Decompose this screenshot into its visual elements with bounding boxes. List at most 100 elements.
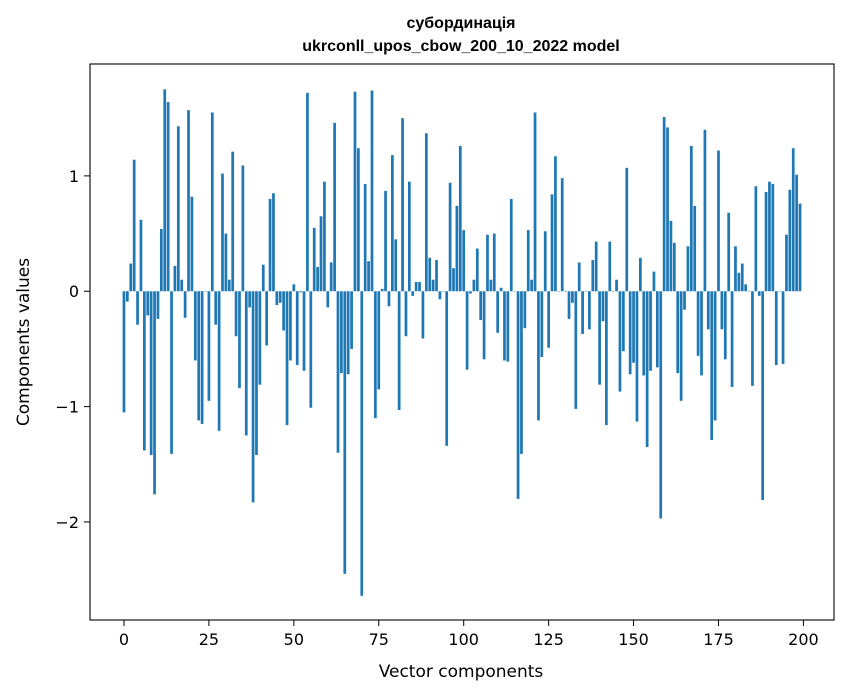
bar-145	[615, 279, 618, 292]
bar-99	[458, 145, 462, 292]
bar-187	[757, 291, 761, 296]
bar-117	[520, 291, 523, 454]
chart-title-line-1: субординація	[407, 15, 516, 32]
bar-89	[424, 133, 428, 292]
bar-163	[676, 291, 680, 374]
bar-181	[737, 272, 741, 292]
bar-150	[632, 291, 635, 363]
bar-165	[683, 291, 686, 310]
bar-134	[577, 262, 581, 292]
bar-93	[438, 291, 442, 300]
bar-series	[122, 89, 802, 596]
bar-108	[489, 279, 493, 292]
bar-159	[662, 117, 666, 292]
bar-151	[635, 291, 639, 422]
bar-55	[309, 291, 313, 408]
x-tick-label: 0	[119, 630, 129, 649]
bar-168	[693, 205, 697, 292]
bar-100	[462, 230, 466, 292]
bar-146	[618, 291, 622, 392]
bar-16	[176, 126, 180, 292]
bar-61	[329, 262, 333, 292]
bar-49	[289, 291, 292, 361]
bar-78	[387, 291, 391, 307]
bar-120	[530, 279, 533, 292]
bar-113	[506, 291, 510, 362]
bar-10	[156, 291, 160, 319]
bar-71	[363, 183, 367, 292]
bar-170	[700, 291, 703, 376]
x-tick-label: 200	[788, 630, 819, 649]
bar-188	[761, 291, 765, 501]
bar-166	[686, 246, 690, 292]
bar-52	[299, 291, 302, 293]
bar-13	[166, 102, 170, 292]
bar-60	[326, 291, 330, 308]
bar-44	[272, 193, 275, 292]
bar-6	[143, 291, 146, 451]
bar-48	[285, 291, 289, 426]
bar-20	[190, 196, 194, 292]
bar-142	[605, 291, 608, 426]
bar-112	[503, 291, 506, 361]
bar-85	[411, 291, 415, 296]
bar-114	[509, 198, 513, 292]
bar-192	[774, 291, 778, 366]
bar-53	[302, 291, 306, 371]
x-tick-label: 75	[369, 630, 389, 649]
bar-176	[720, 291, 724, 330]
bar-9	[153, 291, 156, 495]
bar-26	[210, 112, 214, 292]
bar-50	[292, 284, 296, 292]
bar-109	[492, 233, 496, 292]
bar-135	[581, 291, 584, 334]
bar-7	[146, 291, 150, 316]
bar-27	[214, 291, 218, 325]
bar-25	[207, 291, 211, 401]
bar-46	[278, 291, 282, 303]
bar-11	[159, 228, 163, 292]
bar-59	[323, 181, 326, 292]
bar-69	[357, 148, 360, 292]
bar-81	[397, 291, 401, 411]
bar-173	[710, 291, 714, 441]
bar-140	[598, 291, 601, 385]
x-tick-label: 100	[448, 630, 479, 649]
bar-182	[740, 263, 744, 292]
bar-47	[282, 291, 285, 331]
bar-56	[312, 227, 316, 292]
bar-197	[791, 148, 795, 292]
x-tick-label: 125	[533, 630, 564, 649]
bar-70	[360, 291, 364, 596]
bar-82	[401, 118, 404, 292]
bar-97	[452, 268, 455, 292]
bar-58	[319, 216, 323, 292]
bar-36	[244, 291, 248, 436]
bar-172	[706, 291, 710, 330]
x-tick-label: 50	[284, 630, 304, 649]
bar-38	[251, 291, 255, 503]
bar-149	[628, 291, 632, 375]
bar-169	[696, 291, 700, 356]
bar-41	[261, 264, 265, 292]
bar-51	[295, 291, 299, 366]
bar-111	[499, 287, 503, 292]
bar-40	[258, 291, 262, 385]
bar-133	[574, 291, 578, 409]
bar-177	[723, 291, 727, 360]
bar-37	[248, 291, 252, 308]
bar-80	[394, 239, 398, 292]
bar-73	[370, 90, 374, 292]
bar-4	[136, 291, 139, 325]
bar-87	[418, 282, 421, 292]
y-axis-ticks: −2 −1 0 1	[55, 167, 90, 532]
y-tick-label: −1	[55, 398, 79, 417]
bar-21	[193, 291, 197, 361]
bar-98	[455, 205, 459, 292]
bar-84	[407, 181, 411, 292]
bar-19	[187, 110, 190, 292]
bar-157	[655, 291, 659, 368]
bar-63	[336, 291, 340, 453]
bar-77	[384, 190, 387, 292]
bar-141	[601, 291, 605, 322]
